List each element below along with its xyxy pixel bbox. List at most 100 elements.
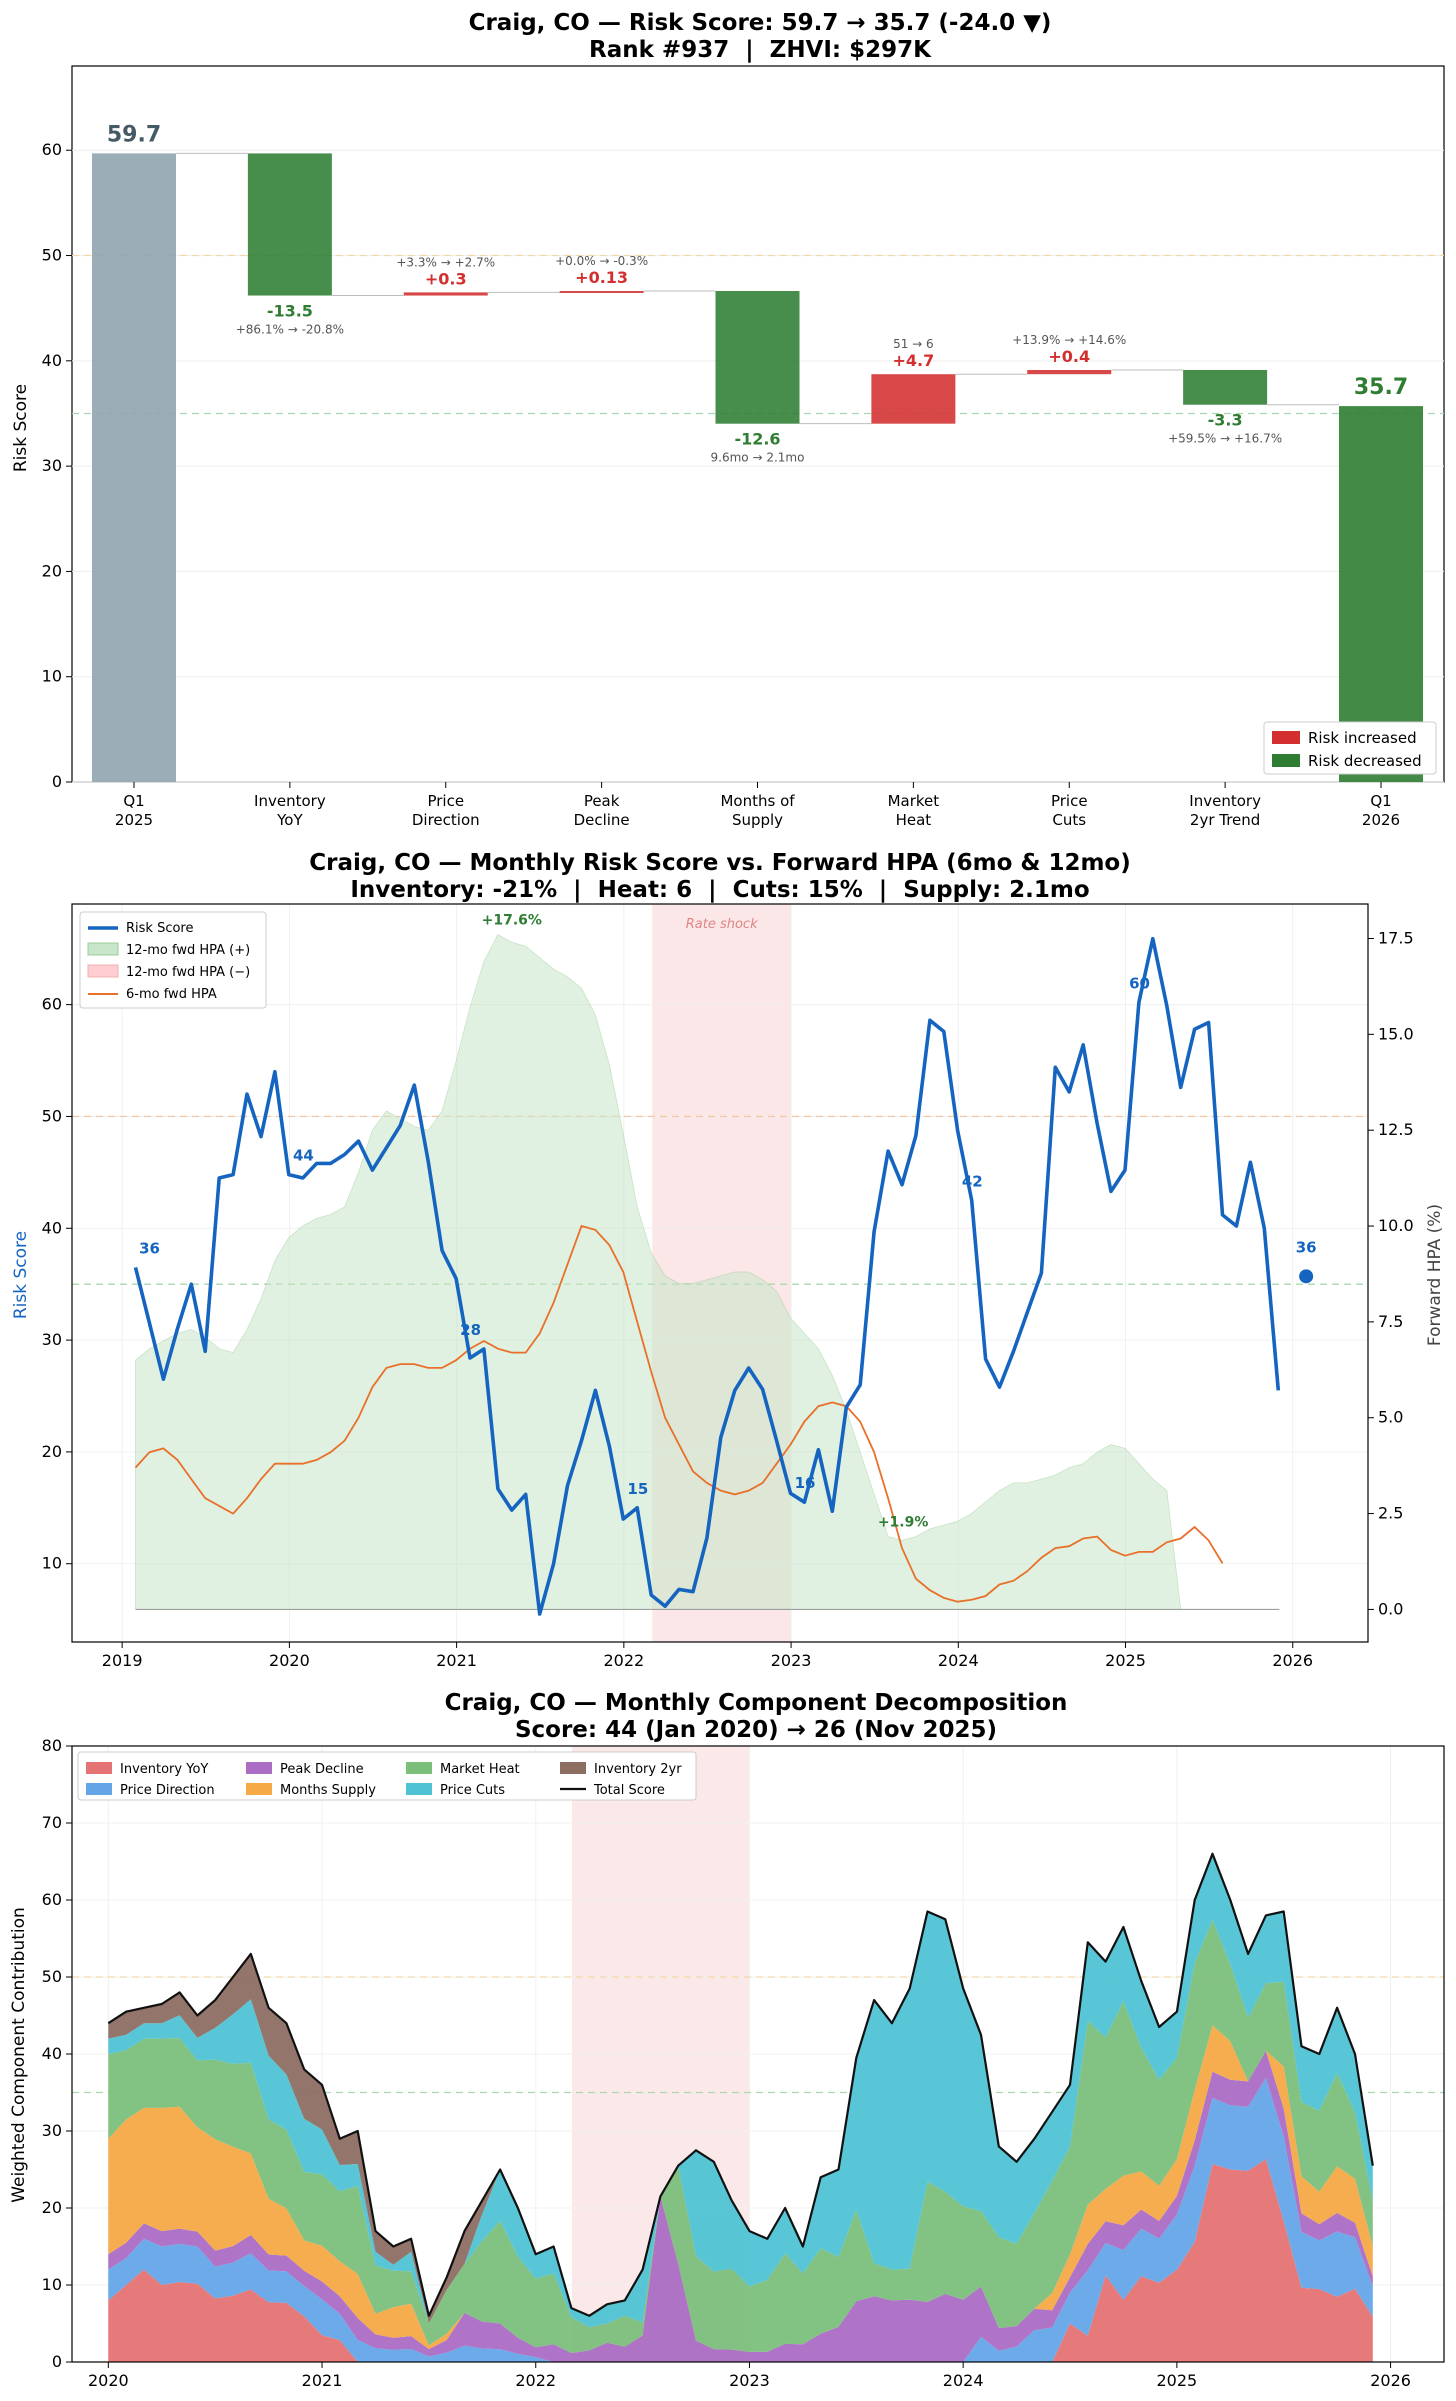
components-title: Craig, CO — Monthly Component Decomposit… (445, 1690, 1068, 1716)
components-ylabel: Weighted Component Contribution (9, 1907, 29, 2203)
risk-point-label: 60 (1129, 974, 1150, 992)
waterfall-xtick-label: Direction (412, 811, 480, 829)
waterfall-xtick-label: Cuts (1052, 811, 1086, 829)
risk-point-label: 36 (139, 1239, 160, 1257)
risk-hpa-ytick-label-left: 40 (42, 1218, 62, 1237)
risk-hpa-legend-label: 6-mo fwd HPA (126, 987, 217, 1002)
risk-hpa-xtick-label: 2026 (1272, 1651, 1313, 1670)
components-legend-label: Price Cuts (440, 1783, 505, 1798)
waterfall-ytick-label: 40 (42, 351, 62, 370)
risk-hpa-ytick-label-left: 30 (42, 1330, 62, 1349)
risk-hpa-plot: Rate shock 2019 2020 2021 2022 2023 2024 2025 20… (42, 903, 1414, 1670)
waterfall-xtick-label: Heat (896, 811, 932, 829)
waterfall-bar (1027, 369, 1112, 375)
waterfall-ytick-label: 0 (52, 772, 62, 791)
components-frame (71, 1745, 1445, 2363)
components-ytick-label: 10 (42, 2275, 62, 2294)
components-xtick-label: 2022 (515, 2371, 556, 2390)
hpa6-line (134, 1224, 1224, 1603)
risk-point-label: 15 (627, 1480, 648, 1498)
components-xtick-label: 2025 (1157, 2371, 1198, 2390)
hpa12-positive-area (135, 934, 1182, 1610)
components-ytick-label: 20 (42, 2198, 62, 2217)
components-ytick-label: 60 (42, 1890, 62, 1909)
components-legend-label: Total Score (593, 1783, 665, 1798)
component-area-months-supply (108, 2025, 1373, 2353)
waterfall-value-label: +4.7 (893, 351, 935, 370)
components-ytick-label: 40 (42, 2044, 62, 2063)
risk-hpa-ylabel-left: Risk Score (11, 1231, 31, 1319)
components-legend-label: Peak Decline (280, 1762, 364, 1777)
risk-hpa-xtick-label: 2019 (102, 1651, 143, 1670)
waterfall-note: +3.3% → +2.7% (396, 255, 495, 269)
risk-hpa-xtick-label: 2022 (603, 1651, 644, 1670)
current-score-marker (1299, 1269, 1314, 1284)
risk-hpa-legend-label: 12-mo fwd HPA (−) (126, 965, 250, 980)
component-area-peak-decline (108, 2050, 1373, 2362)
waterfall-legend-label: Risk decreased (1308, 752, 1422, 770)
hpa-point-label: +1.9% (878, 1515, 929, 1531)
risk-hpa-ytick-label-left: 60 (42, 995, 62, 1014)
waterfall-note: 51 → 6 (893, 337, 934, 351)
components-ytick-label: 80 (42, 1736, 62, 1755)
components-xtick-label: 2020 (88, 2371, 129, 2390)
waterfall-xtick-label: 2026 (1362, 811, 1400, 829)
risk-hpa-frame (71, 903, 1369, 1643)
waterfall-value-label: -12.6 (734, 430, 780, 449)
waterfall-note: +59.5% → +16.7% (1168, 432, 1282, 446)
waterfall-xtick-label: Q1 (123, 792, 144, 810)
components-legend-label: Inventory 2yr (594, 1762, 682, 1777)
components-legend-label: Price Direction (120, 1783, 215, 1798)
risk-hpa-ytick-label-right: 12.5 (1378, 1120, 1414, 1139)
waterfall-ytick-label: 20 (42, 561, 62, 580)
risk-hpa-ytick-label-right: 5.0 (1378, 1408, 1403, 1427)
waterfall-bar (1183, 369, 1268, 405)
components-xtick-label: 2024 (943, 2371, 984, 2390)
risk-hpa-xtick-label: 2024 (938, 1651, 979, 1670)
risk-hpa-subtitle: Inventory: -21% | Heat: 6 | Cuts: 15% | … (350, 877, 1089, 903)
waterfall-xtick-label: Inventory (254, 792, 326, 810)
waterfall-value-label: 35.7 (1354, 375, 1408, 400)
waterfall-bar (1339, 406, 1423, 782)
components-legend-swatch (86, 1783, 112, 1795)
components-legend-swatch (560, 1762, 586, 1774)
risk-hpa-ytick-label-right: 17.5 (1378, 929, 1414, 948)
legend-hpa12-pos-swatch (87, 942, 119, 956)
components-legend-swatch (406, 1783, 432, 1795)
waterfall-xtick-label: Supply (732, 811, 783, 829)
waterfall-title: Craig, CO — Risk Score: 59.7 → 35.7 (-24… (469, 10, 1052, 36)
components-xtick-label: 2026 (1370, 2371, 1411, 2390)
components-ytick-label: 50 (42, 1967, 62, 1986)
waterfall-bar (92, 153, 176, 783)
components-legend-swatch (246, 1762, 272, 1774)
waterfall-ytick-label: 60 (42, 140, 62, 159)
risk-hpa-xtick-label: 2021 (436, 1651, 477, 1670)
waterfall-bar (403, 292, 488, 296)
risk-hpa-xtick-label: 2020 (269, 1651, 310, 1670)
waterfall-legend-swatch-decrease (1272, 754, 1300, 767)
components-ytick-label: 0 (52, 2352, 62, 2371)
waterfall-value-label: -3.3 (1208, 411, 1243, 430)
waterfall-legend-label: Risk increased (1308, 729, 1417, 747)
waterfall-xtick-label: Q1 (1370, 792, 1391, 810)
waterfall-bar (715, 291, 800, 424)
waterfall-xtick-label: Months of (720, 792, 795, 810)
risk-hpa-legend-box (79, 911, 267, 1009)
rate-shock-label: Rate shock (686, 917, 758, 932)
waterfall-xtick-label: 2025 (115, 811, 153, 829)
components-plot: 2020 2021 2022 2023 2024 2025 2026 0 10 20 30 40 50 6… (42, 1736, 1445, 2390)
components-xtick-label: 2023 (729, 2371, 770, 2390)
risk-hpa-ytick-label-right: 0.0 (1378, 1599, 1403, 1618)
risk-point-label: 44 (293, 1147, 314, 1165)
risk-point-label: 16 (795, 1474, 816, 1492)
waterfall-value-label: +0.4 (1048, 347, 1090, 366)
waterfall-xtick-label: Peak (584, 792, 620, 810)
components-legend-label: Inventory YoY (120, 1762, 208, 1777)
components-ytick-label: 70 (42, 1813, 62, 1832)
waterfall-ylabel: Risk Score (11, 384, 31, 472)
waterfall-xtick-label: Market (888, 792, 940, 810)
risk-hpa-legend-label: Risk Score (126, 921, 194, 936)
component-area-inventory-yoy (108, 2159, 1373, 2362)
risk-hpa-legend-label: 12-mo fwd HPA (+) (126, 943, 250, 958)
